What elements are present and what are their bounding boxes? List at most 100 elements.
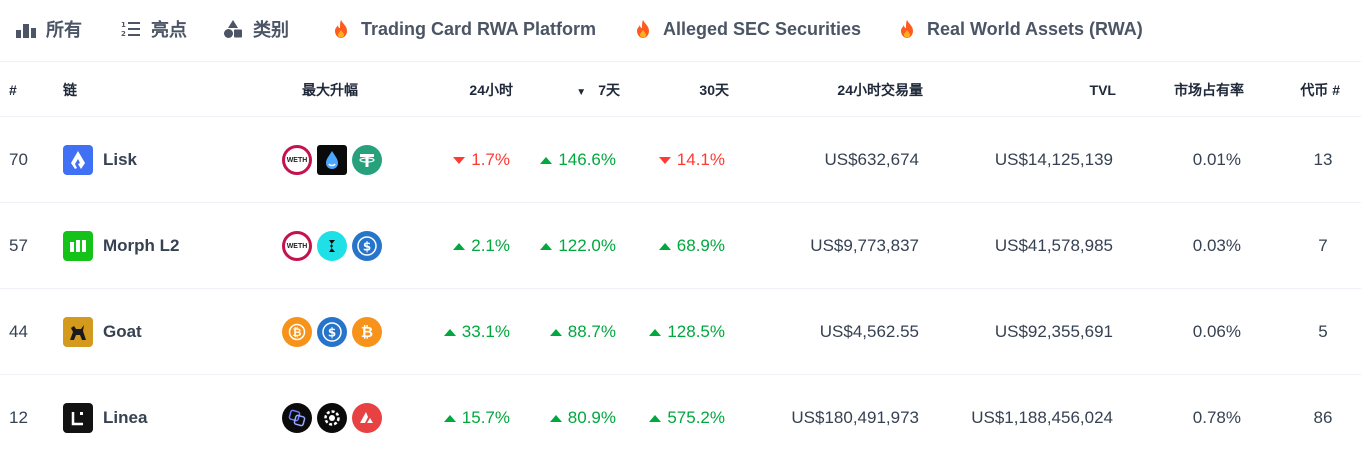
avalanche-icon[interactable] [352,403,382,433]
chain-cell[interactable]: Lisk [63,117,137,203]
change-7d: 122.0% [520,203,616,289]
arrow-up-icon [549,328,562,336]
weth-icon[interactable]: WETH [282,145,312,175]
weth-icon[interactable]: WETH [282,231,312,261]
change-7d: 80.9% [520,375,616,459]
volume-24h: US$180,491,973 [791,408,919,427]
arrow-up-icon [443,414,456,422]
gear-token-icon[interactable] [317,403,347,433]
col-market-share[interactable]: 市场占有率 [1174,82,1244,98]
arrow-up-icon [649,328,662,336]
arrow-down-icon [453,156,466,164]
rank: 44 [9,322,28,341]
col-volume[interactable]: 24小时交易量 [837,82,923,98]
arrow-up-icon [540,242,553,250]
tvl: US$14,125,139 [994,150,1113,169]
tvl: US$92,355,691 [994,322,1113,341]
tab-label: Trading Card RWA Platform [361,18,597,39]
tvl: US$1,188,456,024 [971,408,1113,427]
col-7d[interactable]: ▼ 7天 [540,63,620,117]
chain-cell[interactable]: Goat [63,289,142,375]
top-gainers: WETH [282,117,382,203]
svg-text:$: $ [363,240,371,254]
chain-name: Goat [103,322,142,341]
rank: 70 [9,150,28,169]
fire-icon [895,17,919,41]
arrow-up-icon [453,242,466,250]
fire-icon [631,17,655,41]
arrow-up-icon [658,242,671,250]
volume-24h: US$9,773,837 [810,236,919,255]
top-gainers: ₿ $ ₿ [282,289,382,375]
table-row[interactable]: 57 Morph L2 WETH $ 2.1% 122.0% 68.9% US$… [0,203,1361,289]
tab-real-world-assets[interactable]: Real World Assets (RWA) [895,17,1143,41]
arrow-up-icon [443,328,456,336]
tab-alleged-sec[interactable]: Alleged SEC Securities [631,17,861,41]
table-row[interactable]: 12 Linea 15.7% 80.9% 575.2% US$180,491,9… [0,375,1361,459]
volume-24h: US$4,562.55 [819,322,919,341]
tab-label: 所有 [46,20,82,40]
top-gainers: WETH $ [282,203,382,289]
shapes-icon [221,17,245,41]
top-gainers [282,375,382,459]
table-row[interactable]: 44 Goat ₿ $ ₿ 33.1% 88.7% 128.5% US$4,56… [0,289,1361,375]
tab-trading-card-rwa[interactable]: Trading Card RWA Platform [329,17,596,41]
change-7d: 146.6% [520,117,616,203]
col-30d[interactable]: 30天 [699,82,729,98]
morph-logo-icon [63,231,93,261]
table-row[interactable]: 70 Lisk WETH 1.7% 146.6% 14.1% US$632,67… [0,117,1361,203]
tab-categories[interactable]: 类别 [221,17,289,41]
linea-token-icon[interactable] [282,403,312,433]
bitcoin-icon[interactable]: ₿ [352,317,382,347]
svg-text:₿: ₿ [361,323,373,341]
chain-name: Lisk [103,150,138,169]
market-share: 0.03% [1192,236,1241,255]
tab-all[interactable]: 所有 [14,17,82,41]
volume-24h: US$632,674 [824,150,919,169]
podium-icon [14,17,38,41]
change-30d: 128.5% [630,289,725,375]
table-header: # 链 最大升幅 24小时 ▼ 7天 30天 24小时交易量 TVL 市场占有率 … [0,63,1361,117]
change-24h: 33.1% [413,289,510,375]
change-24h: 15.7% [413,375,510,459]
col-chain[interactable]: 链 [63,82,77,98]
token-count: 5 [1318,322,1328,341]
change-30d: 14.1% [630,117,725,203]
bitget-icon[interactable] [317,231,347,261]
chain-name: Linea [103,408,148,427]
arrow-up-icon [649,414,662,422]
rank: 57 [9,236,28,255]
col-tokens[interactable]: 代币 # [1300,82,1340,98]
linea-logo-icon [63,403,93,433]
chain-name: Morph L2 [103,236,180,255]
change-30d: 575.2% [630,375,725,459]
arrow-down-icon [658,156,671,164]
lisk-logo-icon [63,145,93,175]
tether-icon[interactable] [352,145,382,175]
col-7d-label: 7天 [598,82,620,98]
lisk-token-icon[interactable] [317,145,347,175]
svg-text:1: 1 [121,21,126,29]
token-count: 86 [1313,408,1333,427]
change-24h: 1.7% [413,117,510,203]
chain-cell[interactable]: Linea [63,375,147,459]
svg-text:2: 2 [121,30,126,38]
fire-icon [329,17,353,41]
change-30d: 68.9% [630,203,725,289]
tvl: US$41,578,985 [994,236,1113,255]
col-tvl[interactable]: TVL [1089,82,1116,98]
col-rank[interactable]: # [9,82,17,98]
chain-cell[interactable]: Morph L2 [63,203,180,289]
wrapped-btc-icon[interactable]: ₿ [282,317,312,347]
col-24h[interactable]: 24小时 [469,82,513,98]
usdc-icon[interactable]: $ [317,317,347,347]
usdc-icon[interactable]: $ [352,231,382,261]
token-count: 7 [1318,236,1328,255]
tab-label: 亮点 [151,20,187,40]
goat-logo-icon [63,317,93,347]
token-count: 13 [1313,150,1333,169]
arrow-up-icon [549,414,562,422]
